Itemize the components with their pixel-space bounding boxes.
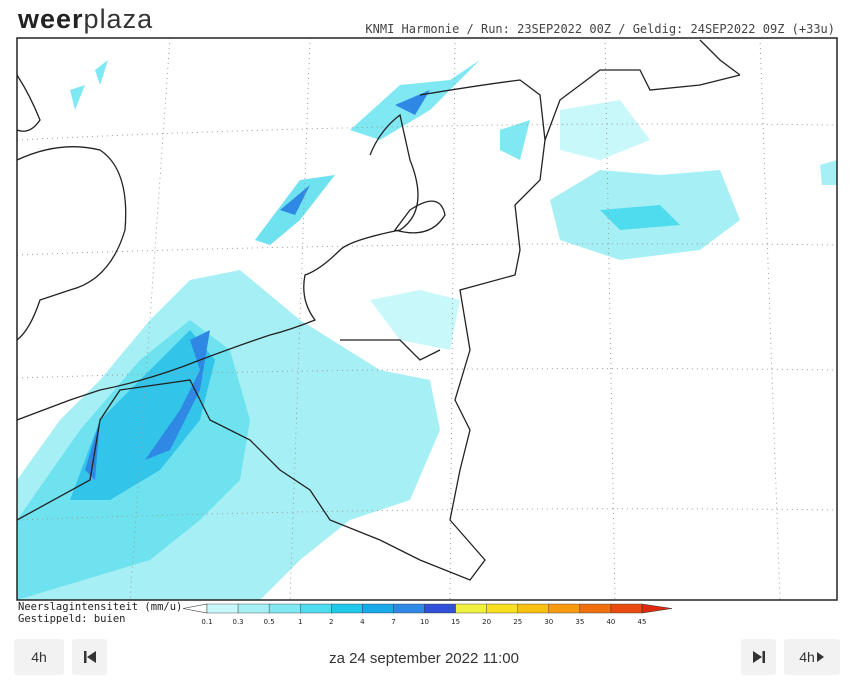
colorbar-box — [393, 603, 425, 614]
colorbar-box — [331, 603, 363, 614]
logo[interactable]: weerplaza — [18, 4, 153, 35]
skip-back-icon — [83, 651, 96, 663]
colorbar-box — [300, 603, 332, 614]
colorbar-tick-label: 7 — [391, 618, 395, 626]
colorbar-box — [268, 603, 301, 614]
colorbar-over — [641, 603, 673, 614]
map: Neerslagintensiteit (mm/u) Gestippeld: b… — [16, 37, 838, 626]
run-info: KNMI Harmonie / Run: 23SEP2022 00Z / Gel… — [365, 22, 835, 36]
logo-plaza: plaza — [83, 4, 154, 34]
colorbar-tick-label: 20 — [482, 618, 491, 626]
colorbar-tick-label: 35 — [575, 618, 584, 626]
legend-subtitle: Gestippeld: buien — [18, 613, 125, 625]
colorbar-box — [424, 603, 456, 614]
precip-field — [17, 60, 837, 600]
skip-forward-button[interactable] — [741, 639, 776, 675]
colorbar-tick-label: 30 — [544, 618, 553, 626]
colorbar-box — [579, 603, 612, 614]
colorbar-box — [610, 603, 643, 614]
colorbar-tick-label: 2 — [329, 618, 333, 626]
map-frame — [16, 37, 838, 601]
forward-step-button[interactable]: 4h — [784, 639, 840, 675]
borders — [17, 39, 741, 581]
colorbar-tick-label: 0.3 — [233, 618, 244, 626]
colorbar-box — [206, 603, 239, 614]
colorbar-tick-label: 45 — [638, 618, 647, 626]
colorbar-box — [362, 603, 394, 614]
colorbar-tick-label: 25 — [513, 618, 522, 626]
legend-title: Neerslagintensiteit (mm/u) — [18, 601, 182, 613]
datetime: za 24 september 2022 11:00 — [329, 650, 519, 667]
colorbar-tick-label: 0.1 — [201, 618, 212, 626]
colorbar-tick-label: 4 — [360, 618, 365, 626]
colorbar-tick-label: 15 — [451, 618, 460, 626]
colorbar-box — [455, 603, 487, 614]
graticule — [17, 38, 837, 600]
colorbar-box — [237, 603, 270, 614]
colorbar-tick-label: 40 — [606, 618, 615, 626]
back-step-button[interactable]: 4h — [14, 639, 64, 675]
colorbar: 0.1 0.3 0.5 1 2 4 7 10 15 20 25 30 35 40 45 — [182, 603, 673, 626]
colorbar-box — [548, 603, 581, 614]
colorbar-tick-label: 0.5 — [264, 618, 275, 626]
logo-weer: weer — [18, 4, 84, 34]
skip-forward-icon — [752, 651, 765, 663]
colorbar-box — [517, 603, 549, 614]
colorbar-tick-label: 1 — [298, 618, 302, 626]
forward-step-label: 4h — [799, 649, 815, 665]
colorbar-tick-label: 10 — [420, 618, 429, 626]
colorbar-box — [486, 603, 518, 614]
forward-icon — [816, 652, 824, 662]
colorbar-under — [182, 603, 208, 614]
skip-back-button[interactable] — [72, 639, 107, 675]
